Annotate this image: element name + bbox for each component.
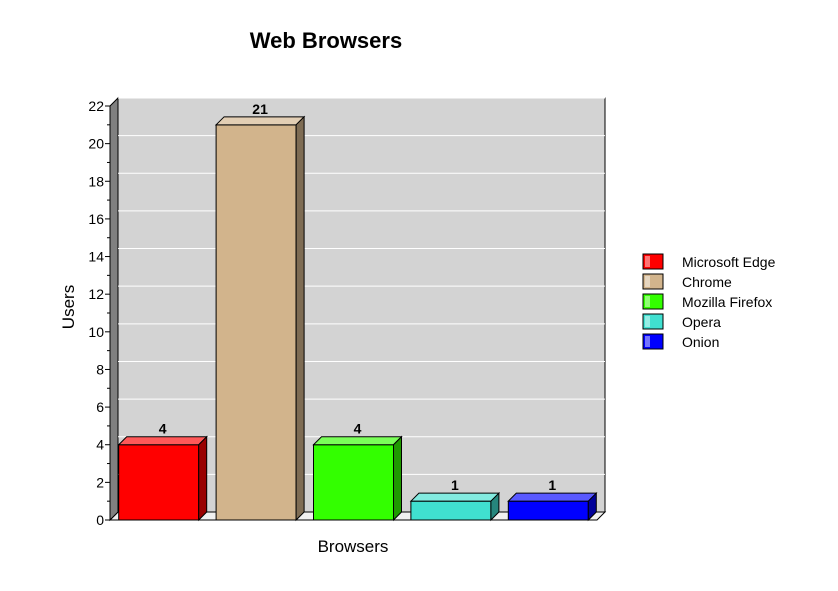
y-tick-label: 4 [96,437,104,453]
data-label: 1 [548,477,556,493]
legend-swatch-highlight [645,296,650,307]
data-label: 1 [451,477,459,493]
bar-side [490,491,500,522]
y-axis-title: Users [59,285,78,329]
y-tick-label: 16 [88,211,104,227]
legend: Microsoft Edge Chrome Mozilla Firefox Opera… [642,253,776,350]
y-tick-label: 8 [96,361,104,377]
bar-side [198,435,208,522]
data-label: 4 [159,421,167,437]
y-tick-label: 6 [96,399,104,415]
legend-swatch-highlight [645,256,650,267]
y-tick-label: 22 [88,98,104,114]
legend-label: Chrome [682,274,732,290]
chart-title: Web Browsers [250,28,402,53]
y-tick-label: 20 [88,136,104,152]
bar-top [507,492,598,502]
bars: 4 21 4 1 1 [117,101,598,522]
y-tick-label: 2 [96,474,104,490]
x-axis-title: Browsers [318,537,389,556]
y-tick-label: 14 [88,249,104,265]
y-tick-label: 18 [88,173,104,189]
y-tick-label: 0 [96,512,104,528]
legend-label: Opera [682,314,721,330]
legend-swatch-highlight [645,336,650,347]
legend-label: Microsoft Edge [682,254,776,270]
legend-swatch-highlight [645,316,650,327]
bar-side [393,435,402,522]
y-tick-label: 12 [88,286,104,302]
data-label: 4 [354,421,362,437]
bar [313,444,394,521]
legend-swatch-highlight [645,276,650,287]
bar-side [295,115,305,522]
bar-top [409,492,501,502]
legend-label: Mozilla Firefox [682,294,772,310]
bar [410,500,492,521]
bar-top [117,436,208,446]
data-label: 21 [252,101,268,117]
bar [507,500,589,521]
y-tick-label: 10 [88,324,104,340]
y-axis: 0 2 4 6 8 10 12 14 16 18 20 22 [88,98,111,528]
plot-side-wall [109,96,119,522]
bar-top [312,436,403,446]
bar [215,124,297,521]
legend-label: Onion [682,334,719,350]
bar-top [214,116,306,126]
bar-side [587,491,597,522]
bar [118,444,200,521]
